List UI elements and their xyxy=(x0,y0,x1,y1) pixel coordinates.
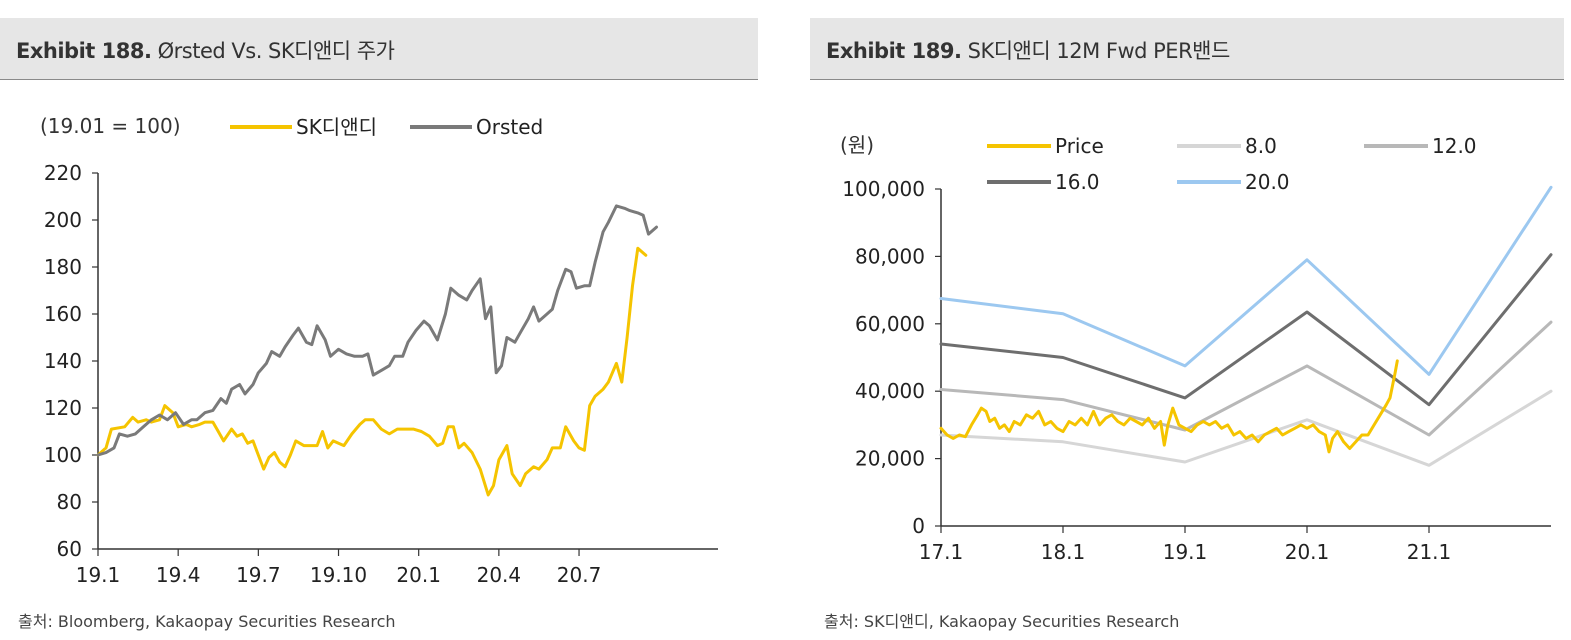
right-y-tick-label: 100,000 xyxy=(842,177,925,201)
left-y-tick-label: 220 xyxy=(44,161,82,185)
left-y-tick-label: 160 xyxy=(44,302,82,326)
right-legend-label: Price xyxy=(1055,134,1104,158)
left-legend-label: Orsted xyxy=(476,115,543,139)
left-exhibit-number: Exhibit 188. xyxy=(16,39,152,63)
left-header: Exhibit 188. Ørsted Vs. SK디앤디 주가 xyxy=(0,18,758,80)
right-series-line-5 xyxy=(939,185,1553,376)
left-y-tick-label: 180 xyxy=(44,255,82,279)
right-x-tick-label: 18.1 xyxy=(1041,540,1086,564)
right-legend-label: 8.0 xyxy=(1245,134,1277,158)
left-chart: (19.01 = 100) 60 80 100 120 140 160 180 200 220 19… xyxy=(40,114,718,587)
left-y-tick-label: 140 xyxy=(44,349,82,373)
left-x-tick-label: 20.4 xyxy=(477,563,522,587)
right-x-tick-label: 19.1 xyxy=(1163,540,1208,564)
left-title: Exhibit 188. Ørsted Vs. SK디앤디 주가 xyxy=(16,35,395,65)
left-y-tick-label: 200 xyxy=(44,208,82,232)
right-series-line-3 xyxy=(939,320,1553,437)
right-legend-label: 20.0 xyxy=(1245,170,1290,194)
right-y-tick-label: 0 xyxy=(912,514,925,538)
left-y-tick-label: 80 xyxy=(57,490,82,514)
right-chart: (원) 0 20,000 40,000 60,000 80,000 100,000 17.1 1… xyxy=(840,133,1553,564)
right-y-tick-label: 80,000 xyxy=(855,244,925,268)
left-x-tick-label: 20.7 xyxy=(557,563,602,587)
right-legend-label: 16.0 xyxy=(1055,170,1100,194)
right-header: Exhibit 189. SK디앤디 12M Fwd PER밴드 xyxy=(810,18,1564,80)
left-title-text: Ørsted Vs. SK디앤디 주가 xyxy=(157,39,395,63)
left-x-tick-label: 19.7 xyxy=(236,563,281,587)
left-x-tick-label: 19.10 xyxy=(310,563,367,587)
right-y-tick-label: 20,000 xyxy=(855,447,925,471)
left-legend-label: SK디앤디 xyxy=(296,115,377,139)
right-y-tick-label: 60,000 xyxy=(855,312,925,336)
left-y-tick-label: 60 xyxy=(57,537,82,561)
left-x-tick-label: 20.1 xyxy=(396,563,441,587)
left-x-tick-label: 19.1 xyxy=(76,563,121,587)
right-legend-label: 12.0 xyxy=(1432,134,1477,158)
left-series-line-1 xyxy=(96,246,648,497)
left-source: 출처: Bloomberg, Kakaopay Securities Resea… xyxy=(18,612,396,631)
left-x-tick-label: 19.4 xyxy=(156,563,201,587)
right-x-tick-label: 17.1 xyxy=(919,540,964,564)
left-y-tick-label: 120 xyxy=(44,396,82,420)
right-exhibit-number: Exhibit 189. xyxy=(826,39,962,63)
right-x-tick-label: 21.1 xyxy=(1407,540,1452,564)
right-series-line-2 xyxy=(939,389,1553,467)
left-unit-label: (19.01 = 100) xyxy=(40,114,181,138)
right-series-line-4 xyxy=(939,253,1553,407)
right-series-line-1 xyxy=(939,359,1399,454)
right-x-tick-label: 20.1 xyxy=(1285,540,1330,564)
left-panel: Exhibit 188. Ørsted Vs. SK디앤디 주가 (19.01 … xyxy=(0,0,760,640)
right-title-text: SK디앤디 12M Fwd PER밴드 xyxy=(967,39,1231,63)
left-series-line-2 xyxy=(96,204,658,457)
left-y-tick-label: 100 xyxy=(44,443,82,467)
right-title: Exhibit 189. SK디앤디 12M Fwd PER밴드 xyxy=(826,35,1230,65)
right-y-tick-label: 40,000 xyxy=(855,379,925,403)
right-source: 출처: SK디앤디, Kakaopay Securities Research xyxy=(824,612,1180,631)
right-unit-label: (원) xyxy=(840,133,874,157)
right-panel: Exhibit 189. SK디앤디 12M Fwd PER밴드 (원) 0 20,… xyxy=(810,0,1571,640)
